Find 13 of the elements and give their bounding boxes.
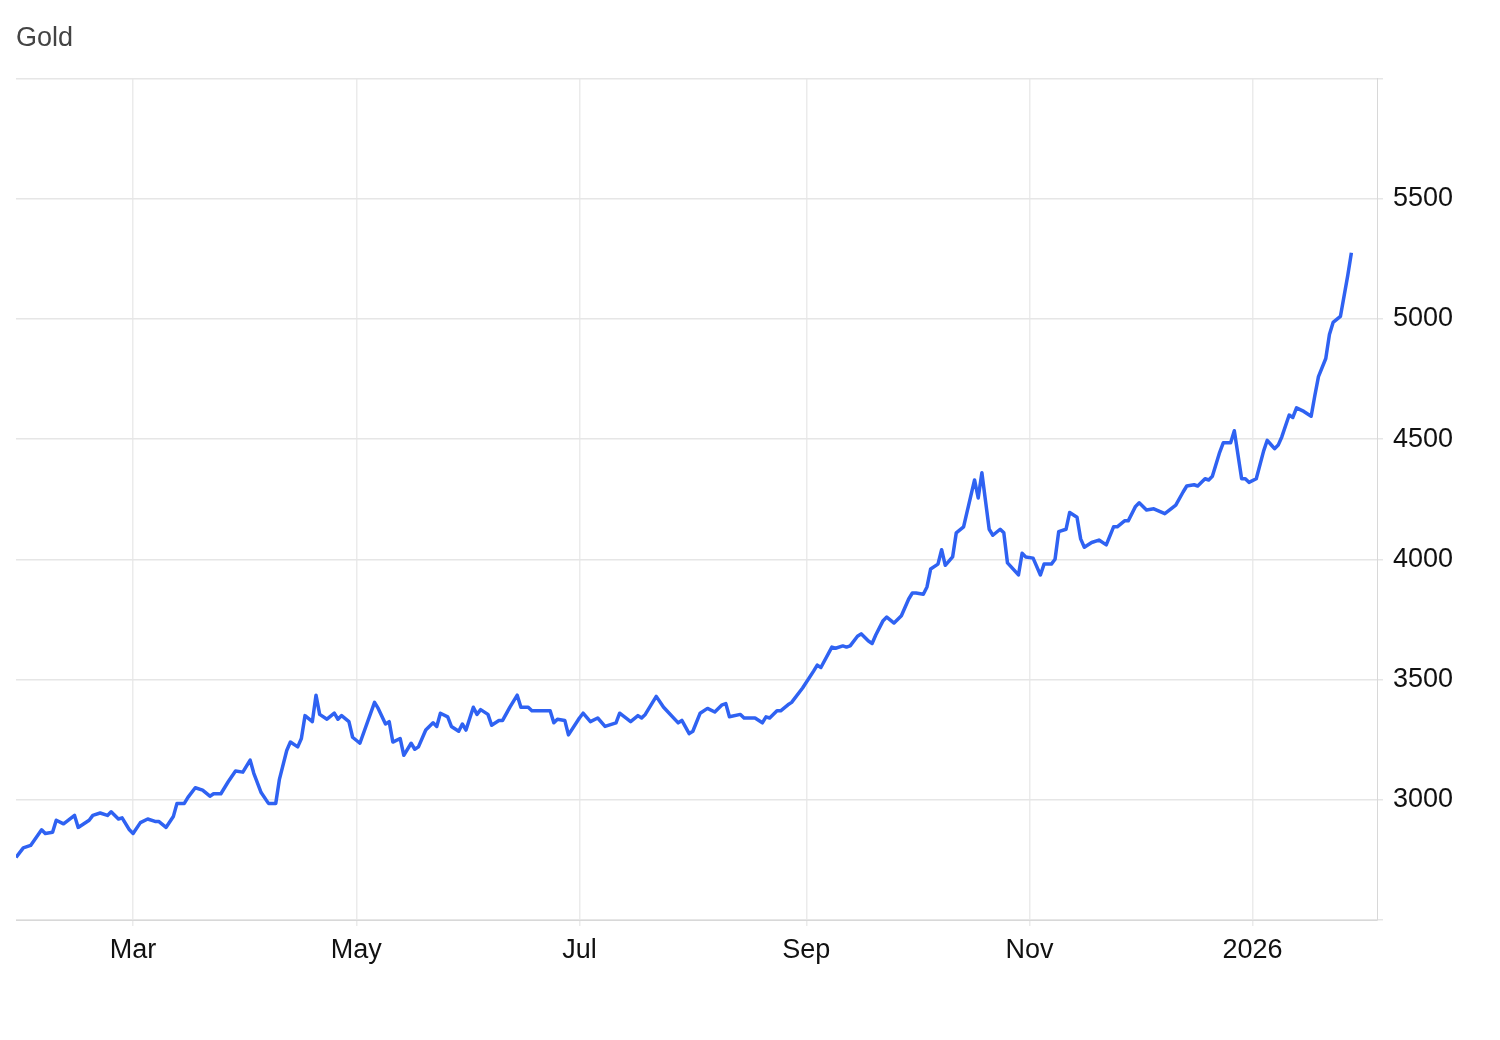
y-tick-label: 3000 — [1393, 783, 1454, 814]
x-tick-label: Sep — [782, 933, 831, 964]
x-tick-label: Mar — [109, 933, 157, 964]
x-tick-label: Jul — [562, 933, 597, 964]
chart-title: Gold — [16, 21, 74, 52]
y-tick-label: 5000 — [1393, 302, 1454, 333]
y-tick-label: 3500 — [1393, 663, 1454, 693]
x-tick-label: May — [330, 933, 383, 964]
x-tick-label: Nov — [1005, 933, 1054, 964]
y-tick-label: 5500 — [1393, 182, 1454, 213]
x-tick-label: 2026 — [1222, 933, 1283, 964]
y-tick-label: 4000 — [1393, 542, 1454, 573]
y-tick-label: 4500 — [1393, 422, 1454, 453]
